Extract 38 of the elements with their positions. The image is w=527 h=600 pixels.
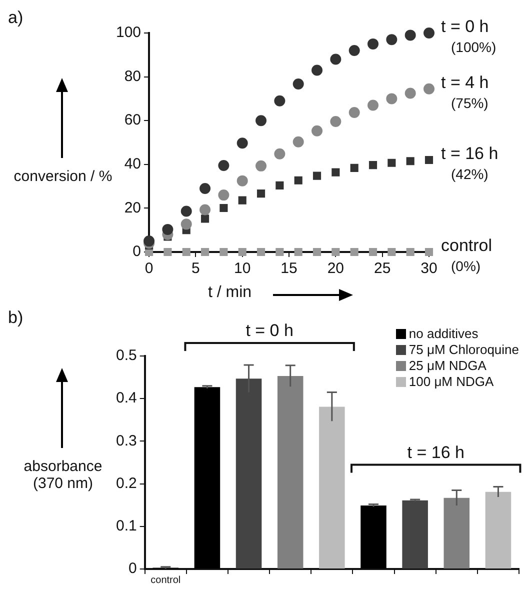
- y-axis-title: absorbance (370 nm): [24, 458, 102, 492]
- x-axis-title: t / min: [208, 284, 252, 302]
- y-tick-label: 0.3: [116, 432, 137, 450]
- x-tick-label: 25: [374, 260, 391, 278]
- series-label: control: [441, 236, 492, 256]
- text: (75%): [451, 94, 488, 113]
- y-tick-label: 0.2: [116, 474, 137, 492]
- y-tick-label: 80: [124, 68, 142, 85]
- text: (100%): [451, 38, 496, 57]
- legend-label: 25 μM NDGA: [408, 358, 486, 374]
- y-tick-label: 60: [124, 112, 142, 129]
- text: (0%): [451, 257, 481, 276]
- legend-label: 100 μM NDGA: [408, 374, 494, 390]
- x-tick-label: 20: [327, 260, 344, 278]
- x-tick-label: 15: [280, 260, 298, 278]
- y-tick-label: 0: [128, 560, 137, 578]
- x-tick-label: 5: [192, 260, 200, 278]
- text: a): [8, 8, 24, 28]
- y-axis-title: conversion / %: [12, 168, 114, 185]
- x-tick-label: 0: [144, 260, 154, 278]
- y-tick-label: 0.1: [116, 518, 137, 535]
- text: b): [8, 308, 24, 328]
- series-label: t = 16 h: [441, 144, 498, 164]
- text: (42%): [451, 165, 488, 184]
- y-tick-label: 0.5: [116, 347, 137, 364]
- legend-label: no additives: [408, 326, 478, 342]
- y-tick-label: 0: [132, 243, 142, 260]
- x-tick-label: 10: [234, 260, 251, 278]
- series-label: t = 0 h: [441, 17, 489, 37]
- y-tick-label: 0.4: [116, 390, 137, 407]
- legend-label: 75 μM Chloroquine: [408, 342, 519, 358]
- y-tick-label: 40: [124, 156, 142, 173]
- text: t = 0 h: [246, 321, 294, 340]
- y-tick-label: 20: [124, 199, 142, 216]
- y-tick-label: 100: [116, 24, 142, 42]
- annotation: t = 16 h: [407, 442, 464, 462]
- x-tick-label: 30: [420, 260, 438, 278]
- series-label: t = 4 h: [441, 72, 489, 93]
